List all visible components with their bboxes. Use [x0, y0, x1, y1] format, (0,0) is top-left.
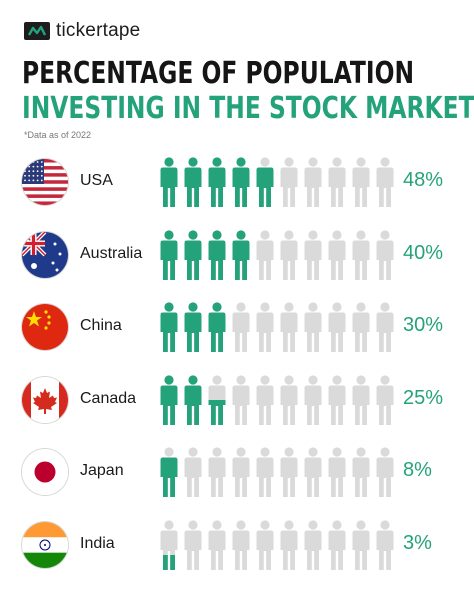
percent-label: 48%	[403, 169, 444, 191]
person-icon	[184, 447, 202, 497]
person-icon	[232, 229, 250, 280]
person-icon	[376, 519, 394, 570]
pictograph-bar	[160, 229, 394, 280]
percent-label: 25%	[403, 386, 444, 409]
person-icon	[232, 447, 250, 497]
person-icon	[280, 302, 298, 352]
country-label: Japan	[80, 462, 124, 479]
country-label: Australia	[80, 244, 143, 262]
person-icon	[304, 374, 322, 425]
canada-flag-icon	[22, 376, 68, 423]
china-flag-icon	[22, 304, 68, 350]
person-icon	[352, 157, 370, 207]
person-icon	[184, 157, 202, 207]
person-icon	[280, 229, 298, 280]
country-row: Canada 25%	[0, 370, 474, 430]
pictograph-bar	[160, 157, 394, 207]
australia-flag-icon	[22, 231, 68, 278]
person-icon	[208, 447, 226, 497]
person-icon	[376, 447, 394, 497]
person-icon	[160, 302, 178, 352]
percent-label: 30%	[403, 314, 444, 336]
data-note: *Data as of 2022	[24, 130, 92, 140]
person-icon	[232, 302, 250, 352]
pictograph-bar	[160, 302, 394, 352]
country-row: Australia 40%	[0, 225, 474, 285]
person-icon	[328, 447, 346, 497]
country-label: Canada	[80, 389, 137, 407]
person-icon	[304, 157, 322, 207]
person-icon	[280, 519, 298, 570]
person-icon	[256, 374, 274, 425]
country-row: China 30%	[0, 297, 474, 357]
person-icon	[184, 229, 202, 280]
person-icon	[208, 157, 226, 207]
person-icon	[160, 374, 178, 425]
person-icon	[256, 519, 274, 570]
person-icon	[160, 229, 178, 280]
country-row: Japan 8%	[0, 442, 474, 502]
brand-name: tickertape	[56, 20, 141, 41]
person-icon	[376, 302, 394, 352]
person-icon	[280, 447, 298, 497]
person-icon	[376, 157, 394, 207]
country-label: India	[80, 534, 115, 552]
person-icon	[304, 519, 322, 570]
country-row: USA 48%	[0, 152, 474, 212]
pictograph-bar	[160, 519, 394, 570]
person-icon	[160, 519, 178, 570]
percent-label: 40%	[403, 241, 444, 264]
person-icon	[352, 229, 370, 280]
person-icon	[352, 302, 370, 352]
person-icon	[328, 302, 346, 352]
person-icon	[232, 374, 250, 425]
person-icon	[232, 519, 250, 570]
person-icon	[208, 229, 226, 280]
person-icon	[208, 519, 226, 570]
pictograph-bar	[160, 447, 394, 497]
person-icon	[208, 302, 226, 352]
person-icon	[184, 302, 202, 352]
brand: tickertape	[24, 20, 140, 42]
person-icon	[352, 447, 370, 497]
tickertape-logo-icon	[24, 22, 50, 40]
usa-flag-icon	[22, 159, 68, 205]
person-icon	[256, 447, 274, 497]
person-icon	[232, 157, 250, 207]
person-icon	[304, 229, 322, 280]
person-icon	[256, 302, 274, 352]
page-subtitle: INVESTING IN THE STOCK MARKET	[22, 91, 474, 126]
person-icon	[304, 302, 322, 352]
page-title: PERCENTAGE OF POPULATION	[22, 56, 415, 91]
person-icon	[328, 374, 346, 425]
country-row: India 3%	[0, 515, 474, 575]
person-icon	[328, 519, 346, 570]
percent-label: 8%	[403, 459, 432, 481]
india-flag-icon	[22, 521, 68, 568]
person-icon	[256, 229, 274, 280]
person-icon	[208, 374, 226, 425]
person-icon	[160, 447, 178, 497]
person-icon	[376, 229, 394, 280]
person-icon	[352, 519, 370, 570]
country-label: China	[80, 317, 122, 334]
percent-label: 3%	[403, 531, 432, 554]
person-icon	[160, 157, 178, 207]
country-label: USA	[80, 172, 113, 189]
person-icon	[280, 157, 298, 207]
person-icon	[280, 374, 298, 425]
person-icon	[184, 374, 202, 425]
person-icon	[328, 229, 346, 280]
person-icon	[184, 519, 202, 570]
pictograph-bar	[160, 374, 394, 425]
person-icon	[328, 157, 346, 207]
person-icon	[256, 157, 274, 207]
person-icon	[376, 374, 394, 425]
person-icon	[304, 447, 322, 497]
japan-flag-icon	[22, 449, 68, 495]
person-icon	[352, 374, 370, 425]
